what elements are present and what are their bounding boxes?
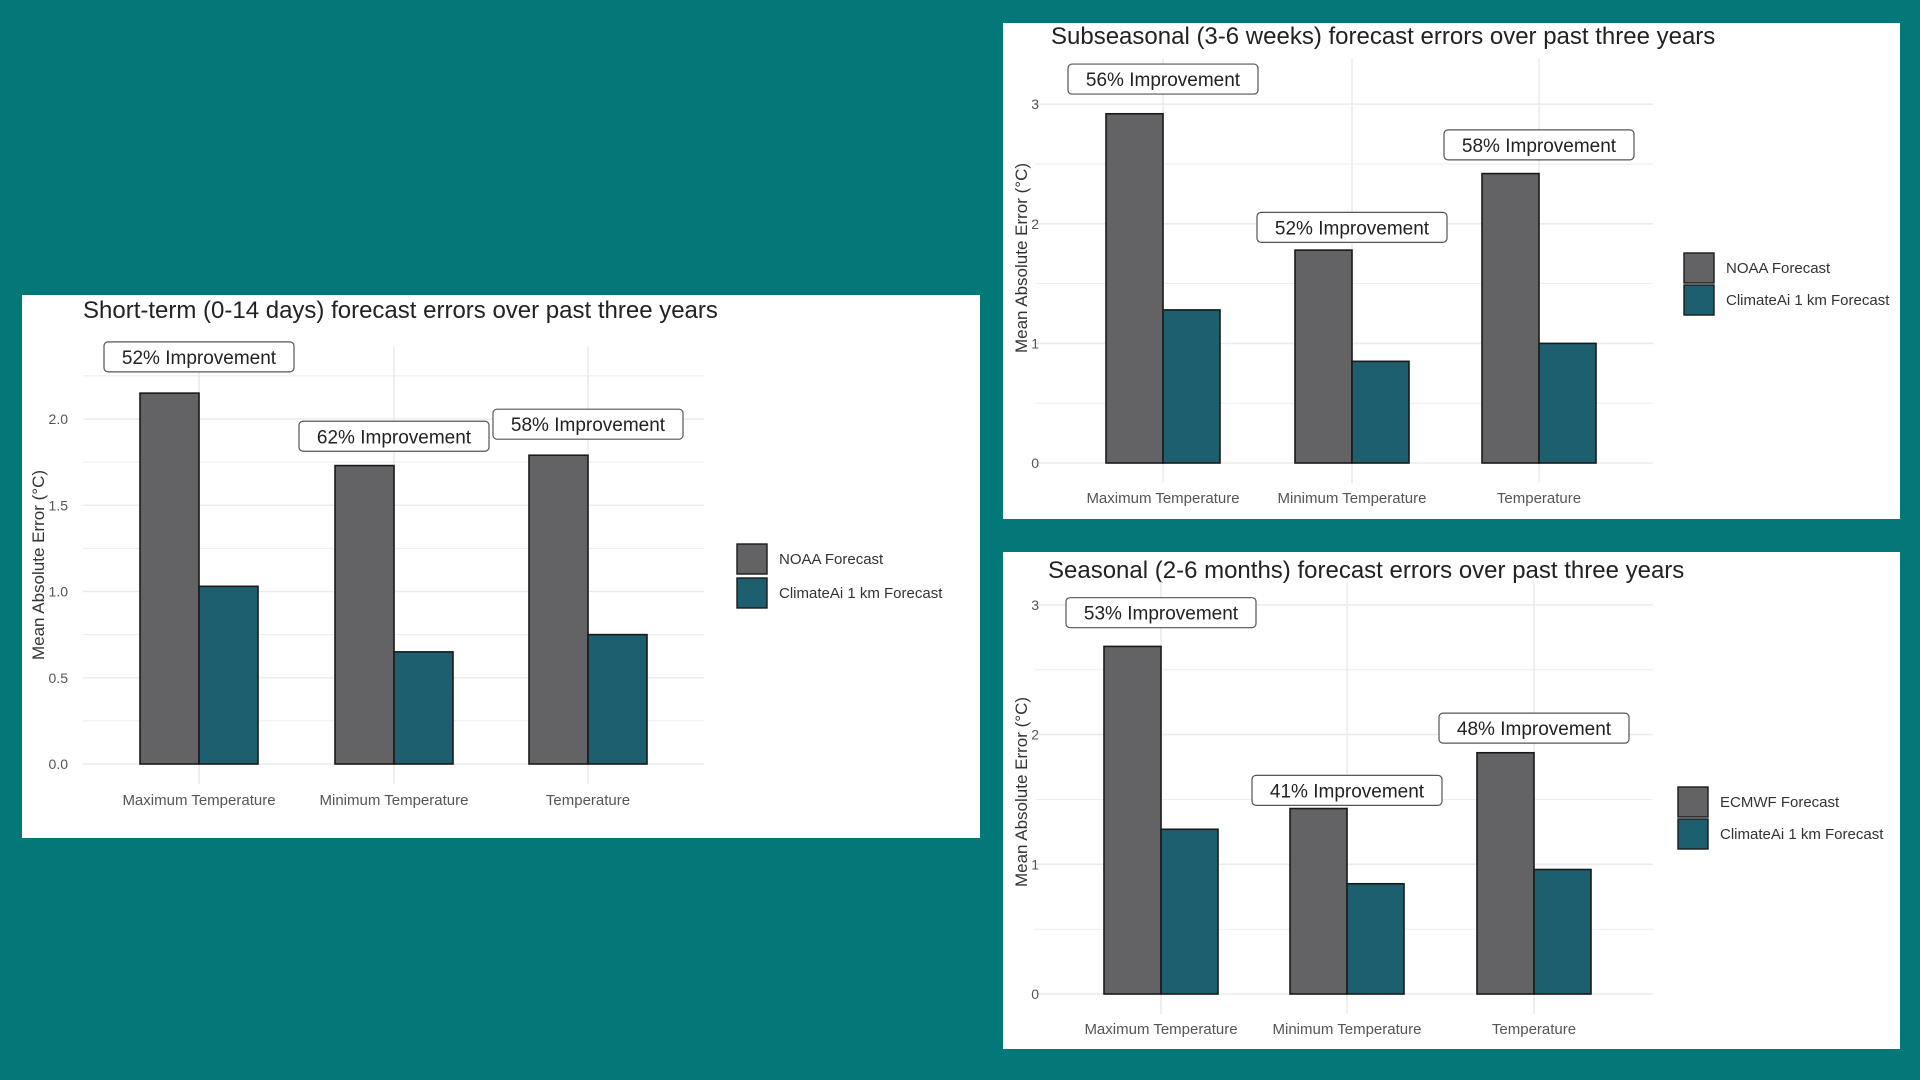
y-tick-label: 1.5: [49, 497, 69, 513]
annotation-box: [1251, 774, 1443, 806]
legend-label: ClimateAi 1 km Forecast: [779, 585, 943, 602]
x-tick-label: Temperature: [1497, 490, 1581, 507]
seasonal-bar-chart: 0 1 2 3 Mean Absolute Error (°C) Maximum Temp…: [1012, 581, 1884, 1038]
annotation-box: [1067, 63, 1259, 95]
bar-climateai: [587, 633, 648, 765]
y-tick-label: 2: [1031, 727, 1039, 743]
bar-climateai: [1351, 360, 1410, 464]
bar-baseline: [1476, 751, 1535, 995]
subseasonal-chart-panel: Subseasonal (3-6 weeks) forecast errors …: [1003, 23, 1900, 519]
bar-baseline: [334, 464, 395, 765]
bar-climateai: [1162, 309, 1221, 464]
y-tick-label: 0.0: [49, 756, 69, 772]
chart-title: Seasonal (2-6 months) forecast errors ov…: [1048, 557, 1685, 584]
x-tick-label: Temperature: [546, 792, 630, 809]
improvement-label: 62% Improvement: [317, 427, 472, 448]
short-term-bar-chart: 0.0 0.5 1.0 1.5 2.0 Mean Absolute Error (°C) M…: [29, 341, 943, 809]
x-tick-label: Maximum Temperature: [1084, 1021, 1237, 1038]
y-tick-label: 0: [1031, 986, 1039, 1002]
improvement-label: 53% Improvement: [1084, 604, 1239, 625]
annotation-box: [298, 420, 490, 452]
bar-baseline: [1289, 807, 1348, 995]
legend-swatch: [1683, 252, 1715, 284]
legend-swatch: [736, 543, 768, 575]
x-tick-label: Minimum Temperature: [320, 792, 469, 809]
x-tick-label: Maximum Temperature: [1086, 490, 1239, 507]
bar-climateai: [393, 651, 454, 765]
bar-baseline: [1103, 645, 1162, 995]
x-tick-label: Temperature: [1492, 1021, 1576, 1038]
bar-climateai: [198, 585, 259, 765]
bar-climateai: [1533, 868, 1592, 995]
chart-title: Subseasonal (3-6 weeks) forecast errors …: [1051, 23, 1716, 50]
bar-climateai: [1538, 342, 1597, 464]
improvement-label: 52% Improvement: [122, 348, 277, 369]
bar-baseline: [528, 454, 589, 765]
legend-swatch: [1677, 786, 1709, 818]
y-tick-label: 2.0: [49, 411, 69, 427]
legend-label: NOAA Forecast: [1726, 260, 1831, 277]
legend-swatch: [1677, 818, 1709, 850]
legend-label: ECMWF Forecast: [1720, 794, 1840, 811]
y-tick-label: 2: [1031, 216, 1039, 232]
annotation-box: [1256, 211, 1448, 243]
legend-label: NOAA Forecast: [779, 551, 884, 568]
y-tick-label: 1: [1031, 856, 1039, 872]
legend-label: ClimateAi 1 km Forecast: [1726, 292, 1890, 309]
seasonal-chart-panel: Seasonal (2-6 months) forecast errors ov…: [1003, 552, 1900, 1049]
short-term-chart-panel: Short-term (0-14 days) forecast errors o…: [22, 295, 980, 838]
annotation-box: [1443, 129, 1635, 161]
bar-climateai: [1346, 882, 1405, 995]
y-tick-label: 3: [1031, 597, 1039, 613]
legend-label: ClimateAi 1 km Forecast: [1720, 826, 1884, 843]
improvement-label: 48% Improvement: [1457, 719, 1612, 740]
x-tick-label: Minimum Temperature: [1273, 1021, 1422, 1038]
y-tick-label: 3: [1031, 96, 1039, 112]
bar-baseline: [1105, 112, 1164, 464]
y-tick-label: 1: [1031, 335, 1039, 351]
annotation-box: [103, 341, 295, 373]
y-axis-label: Mean Absolute Error (°C): [1012, 697, 1031, 887]
annotation-box: [492, 408, 684, 440]
legend-swatch: [1683, 284, 1715, 316]
y-tick-label: 1.0: [49, 584, 69, 600]
bar-baseline: [139, 392, 200, 765]
bar-baseline: [1481, 172, 1540, 464]
x-tick-label: Maximum Temperature: [122, 792, 275, 809]
chart-title: Short-term (0-14 days) forecast errors o…: [83, 297, 718, 324]
improvement-label: 58% Improvement: [1462, 136, 1617, 157]
annotation-box: [1438, 712, 1630, 744]
improvement-label: 56% Improvement: [1086, 70, 1241, 91]
improvement-label: 58% Improvement: [511, 415, 666, 436]
legend-swatch: [736, 577, 768, 609]
bar-baseline: [1294, 249, 1353, 464]
subseasonal-bar-chart: 0 1 2 3 Mean Absolute Error (°C) Maximum Temp…: [1012, 58, 1890, 507]
y-tick-label: 0: [1031, 455, 1039, 471]
bar-climateai: [1160, 828, 1219, 995]
improvement-label: 41% Improvement: [1270, 781, 1425, 802]
annotation-box: [1065, 597, 1257, 629]
x-tick-label: Minimum Temperature: [1278, 490, 1427, 507]
y-tick-label: 0.5: [49, 670, 69, 686]
y-axis-label: Mean Absolute Error (°C): [29, 470, 48, 660]
y-axis-label: Mean Absolute Error (°C): [1012, 163, 1031, 353]
improvement-label: 52% Improvement: [1275, 218, 1430, 239]
